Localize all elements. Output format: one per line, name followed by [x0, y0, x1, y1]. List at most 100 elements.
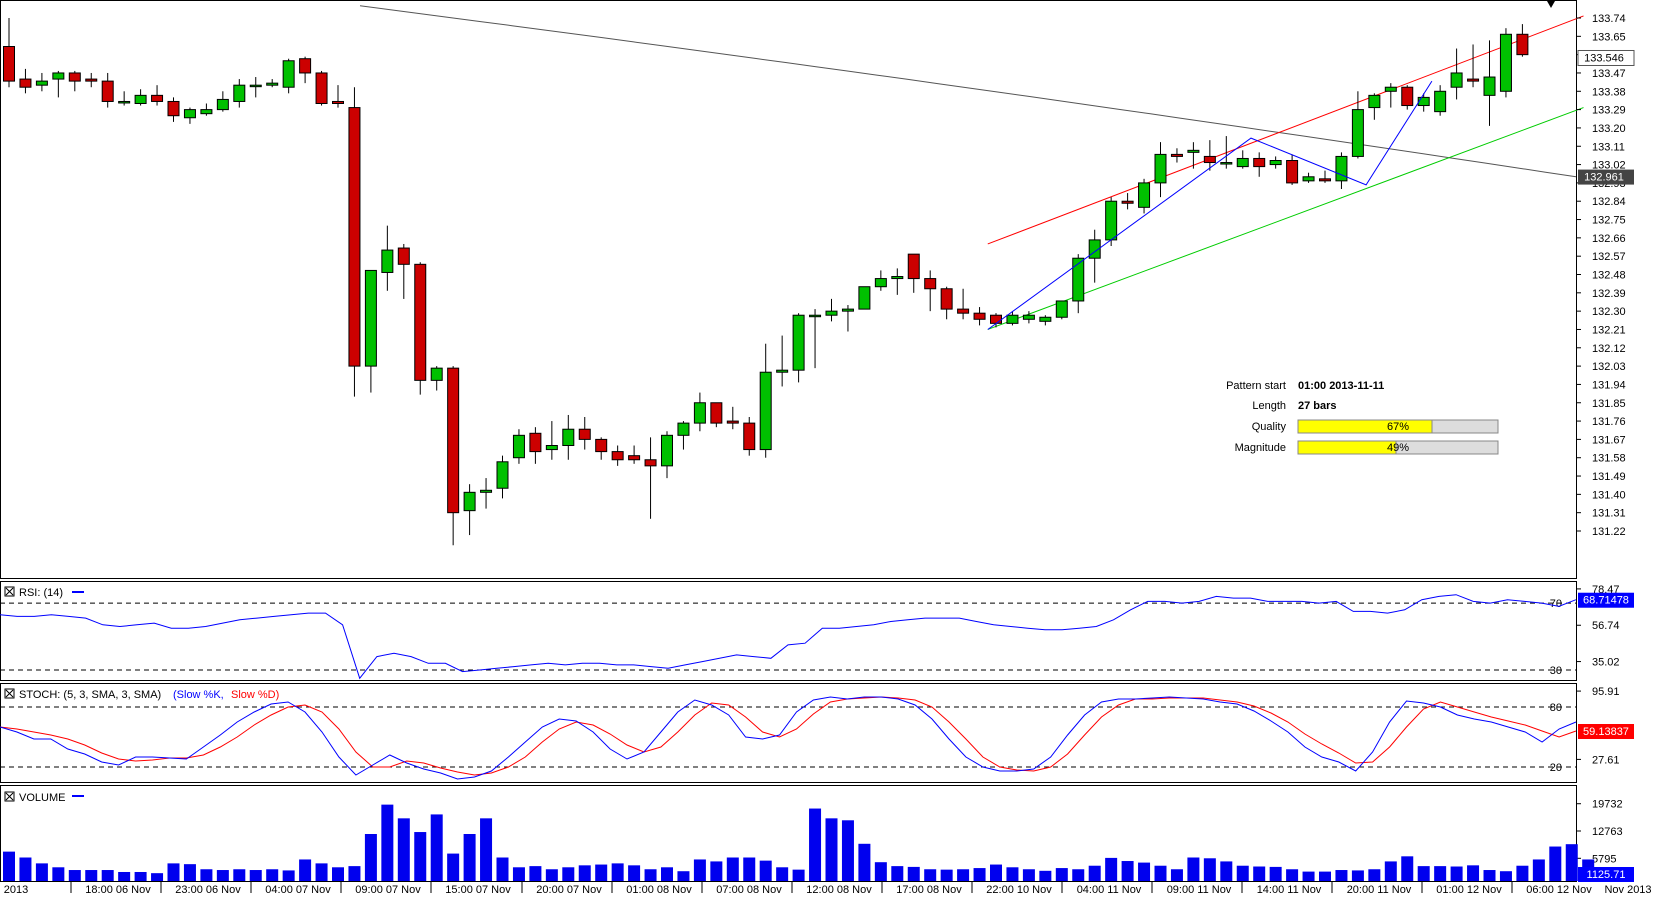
candle-body-up	[183, 109, 196, 119]
volume-bar	[743, 857, 756, 881]
candle-body-up	[1187, 149, 1200, 153]
candle	[85, 72, 98, 88]
stoch-value-label: 59.13837	[1583, 726, 1629, 738]
stoch-level-label: 20	[1550, 762, 1562, 774]
candle	[841, 305, 854, 332]
volume-bar	[595, 864, 608, 881]
volume-bar	[1121, 861, 1134, 881]
candle	[891, 268, 904, 295]
volume-bar	[1401, 856, 1414, 881]
rsi-value-label: 68.71478	[1583, 595, 1629, 607]
price-tick-label: 131.49	[1592, 471, 1626, 483]
candle	[1236, 150, 1249, 169]
candle-body-up	[200, 109, 213, 115]
ma-price-label: 132.961	[1584, 172, 1624, 184]
time-label: 12:00 08 Nov	[806, 884, 872, 896]
candle	[35, 72, 48, 92]
candle-body-down	[19, 78, 32, 88]
candle-body-up	[1236, 157, 1249, 168]
candle	[1269, 156, 1282, 169]
volume-panel[interactable]: VOLUME 19732 12763 5795 1125.71	[0, 785, 1635, 883]
ma-line	[359, 5, 1577, 178]
candle	[628, 445, 641, 464]
candle-body-down	[973, 312, 986, 320]
price-tick-label: 132.48	[1592, 270, 1626, 282]
volume-bar	[496, 857, 509, 881]
pattern-start-label: Pattern start	[1226, 380, 1286, 392]
candle	[167, 97, 180, 122]
volume-bar	[151, 873, 164, 881]
stoch-panel[interactable]: STOCH: (5, 3, SMA, 3, SMA) (Slow %K, Slo…	[0, 683, 1634, 783]
time-label: 14:00 11 Nov	[1257, 884, 1322, 896]
volume-bar	[1220, 861, 1233, 881]
candle-body-up	[874, 278, 887, 288]
volume-bar	[611, 863, 624, 881]
price-tick-label: 133.29	[1592, 105, 1626, 117]
volume-bar	[924, 869, 937, 881]
volume-bar	[1417, 866, 1430, 881]
candle-body-down	[743, 422, 756, 451]
rsi-level-label: 70	[1550, 598, 1562, 610]
price-tick-label: 131.22	[1592, 526, 1626, 538]
candle	[200, 103, 213, 116]
candle	[1138, 178, 1151, 214]
candle	[101, 72, 114, 108]
price-tick-label: 133.74	[1592, 13, 1626, 25]
length-label: Length	[1252, 400, 1286, 412]
volume-bar	[858, 843, 871, 881]
candle	[1088, 229, 1101, 283]
candle-body-down	[447, 367, 460, 514]
stoch-series: 80 20 95.91 27.61 59.13837	[0, 686, 1634, 780]
volume-bar	[1434, 866, 1447, 881]
rsi-level-label: 30	[1550, 665, 1562, 677]
volume-value-label: 1125.71	[1587, 869, 1626, 881]
price-tick-label: 133.02	[1592, 160, 1626, 172]
rsi-value-box	[1578, 592, 1634, 608]
volume-bar	[644, 869, 657, 881]
candle-body-up	[266, 82, 279, 86]
candle	[1499, 28, 1512, 98]
volume-bar	[299, 859, 312, 881]
volume-tick-label: 19732	[1592, 799, 1623, 811]
candle	[874, 270, 887, 291]
candle-body-up	[1483, 76, 1496, 96]
candle	[364, 269, 377, 393]
volume-bar	[1302, 871, 1315, 881]
volume-bar	[233, 869, 246, 881]
rsi-close-x-icon	[5, 587, 14, 596]
candle-body-up	[1055, 300, 1068, 318]
price-tick-label: 132.66	[1592, 233, 1626, 245]
candle	[414, 262, 427, 395]
candle	[52, 70, 65, 98]
candle	[1187, 142, 1200, 169]
candle-body-up	[430, 367, 443, 381]
channel-upper-line	[987, 15, 1584, 245]
candle-body-up	[249, 84, 262, 88]
volume-bar	[216, 870, 229, 881]
volume-bar	[1236, 865, 1249, 881]
price-panel-border	[0, 0, 1577, 579]
price-panel[interactable]	[0, 0, 1584, 579]
stoch-tick-label: 95.91	[1592, 686, 1620, 698]
candle	[348, 87, 361, 397]
stoch-k-line	[0, 696, 1577, 780]
candle-body-down	[1467, 78, 1480, 82]
volume-bar	[1039, 870, 1052, 881]
time-axis: 2013 18:00 06 Nov 23:00 06 Nov 04:00 07 Nov…	[4, 882, 1652, 896]
candle-body-down	[907, 253, 920, 280]
candle	[1319, 170, 1331, 183]
volume-tick-label: 12763	[1592, 826, 1623, 838]
volume-bar	[381, 804, 394, 881]
candle	[1105, 197, 1118, 246]
magnitude-value: 49%	[1387, 442, 1409, 454]
volume-bar	[414, 832, 427, 881]
candle-body-up	[134, 94, 147, 104]
candle	[940, 286, 953, 320]
current-price-label: 133.546	[1584, 52, 1624, 64]
candle	[1401, 85, 1414, 110]
candle-body-up	[118, 100, 131, 104]
volume-bar	[1006, 867, 1019, 881]
